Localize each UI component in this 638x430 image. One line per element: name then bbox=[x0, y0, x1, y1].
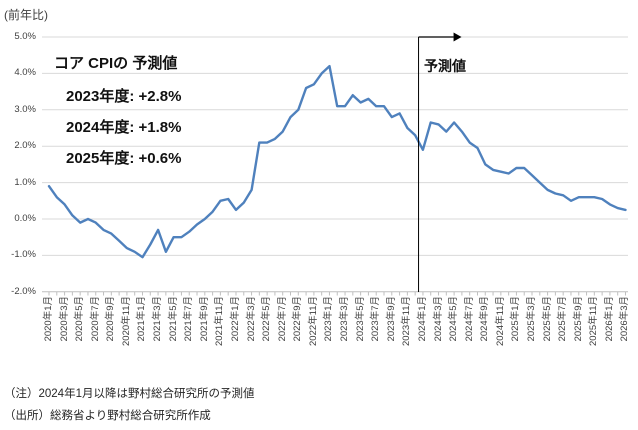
x-axis-tick-label: 2022年3月 bbox=[245, 296, 257, 342]
source-line: （出所）総務省より野村総合研究所作成 bbox=[4, 410, 211, 422]
y-axis-tick-label: -2.0% bbox=[11, 285, 36, 297]
forecast-arrow-head-icon bbox=[453, 32, 462, 42]
x-axis-tick-label: 2024年1月 bbox=[416, 296, 428, 342]
y-axis-tick-label: 5.0% bbox=[14, 31, 36, 42]
x-axis-tick-label: 2020年5月 bbox=[74, 296, 86, 342]
annotation-line-fy2024: 2024年度: +1.8% bbox=[66, 119, 182, 136]
y-axis-tick-label: 2.0% bbox=[14, 140, 36, 152]
y-axis-tick-label: 1.0% bbox=[14, 176, 36, 188]
x-axis-tick-label: 2020年11月 bbox=[120, 296, 132, 346]
x-axis-tick-label: 2020年9月 bbox=[105, 296, 117, 342]
x-axis-tick-label: 2025年11月 bbox=[588, 296, 600, 346]
y-axis-tick-label: -1.0% bbox=[11, 249, 36, 261]
x-axis-tick-label: 2022年9月 bbox=[292, 296, 304, 342]
y-axis-tick-label: 3.0% bbox=[14, 103, 36, 115]
x-axis-tick-label: 2024年3月 bbox=[432, 296, 444, 342]
x-axis-tick-label: 2025年3月 bbox=[526, 296, 537, 342]
x-axis-tick-label: 2021年3月 bbox=[152, 296, 164, 342]
x-axis-tick-label: 2023年11月 bbox=[401, 296, 413, 346]
annotation-line-fy2025: 2025年度: +0.6% bbox=[66, 150, 182, 167]
annotation-title: コア CPIの 予測値 bbox=[54, 55, 178, 72]
x-axis-tick-label: 2023年9月 bbox=[385, 296, 397, 342]
x-axis-tick-label: 2021年11月 bbox=[214, 296, 226, 346]
y-axis-unit-label: (前年比) bbox=[4, 8, 48, 22]
x-axis-tick-label: 2022年1月 bbox=[229, 296, 241, 342]
x-axis-tick-label: 2020年1月 bbox=[43, 296, 54, 342]
x-axis-tick-label: 2024年5月 bbox=[448, 296, 460, 342]
cpi-line-series bbox=[47, 64, 627, 259]
x-axis-tick-label: 2026年3月 bbox=[619, 296, 631, 342]
x-axis-tick-label: 2025年5月 bbox=[541, 296, 553, 342]
x-axis-tick-label: 2021年7月 bbox=[183, 296, 195, 342]
y-axis-tick-label: 0.0% bbox=[14, 213, 36, 224]
x-axis-tick-label: 2025年1月 bbox=[510, 296, 522, 342]
x-axis-tick-label: 2021年1月 bbox=[136, 296, 148, 342]
x-axis-tick-label: 2022年7月 bbox=[276, 296, 288, 342]
x-axis-tick-label: 2023年5月 bbox=[354, 296, 366, 342]
x-axis-tick-label: 2022年11月 bbox=[307, 296, 319, 346]
forecast-label: 予測値 bbox=[424, 58, 466, 74]
x-axis-tick-label: 2024年7月 bbox=[463, 296, 475, 342]
x-axis-tick-label: 2025年9月 bbox=[572, 296, 584, 342]
x-axis-tick-label: 2023年7月 bbox=[370, 296, 382, 342]
x-axis-tick-label: 2020年7月 bbox=[89, 296, 101, 342]
x-axis-tick-label: 2020年3月 bbox=[58, 296, 70, 342]
y-axis-tick-label: 4.0% bbox=[14, 67, 36, 79]
x-axis-tick-label: 2021年5月 bbox=[167, 296, 179, 342]
x-axis-tick-label: 2023年1月 bbox=[323, 296, 335, 342]
x-axis-tick-label: 2023年3月 bbox=[339, 296, 351, 342]
x-axis-tick-label: 2025年7月 bbox=[557, 296, 569, 342]
x-axis-tick-label: 2021年9月 bbox=[198, 296, 210, 342]
x-axis-tick-label: 2024年11月 bbox=[494, 296, 506, 346]
annotation-line-fy2023: 2023年度: +2.8% bbox=[66, 88, 182, 105]
x-axis-tick-label: 2024年9月 bbox=[479, 296, 491, 342]
x-axis-tick-label: 2022年5月 bbox=[261, 296, 273, 342]
x-axis-tick-label: 2026年1月 bbox=[603, 296, 615, 342]
note-line: （注）2024年1月以降は野村総合研究所の予測値 bbox=[4, 388, 255, 400]
